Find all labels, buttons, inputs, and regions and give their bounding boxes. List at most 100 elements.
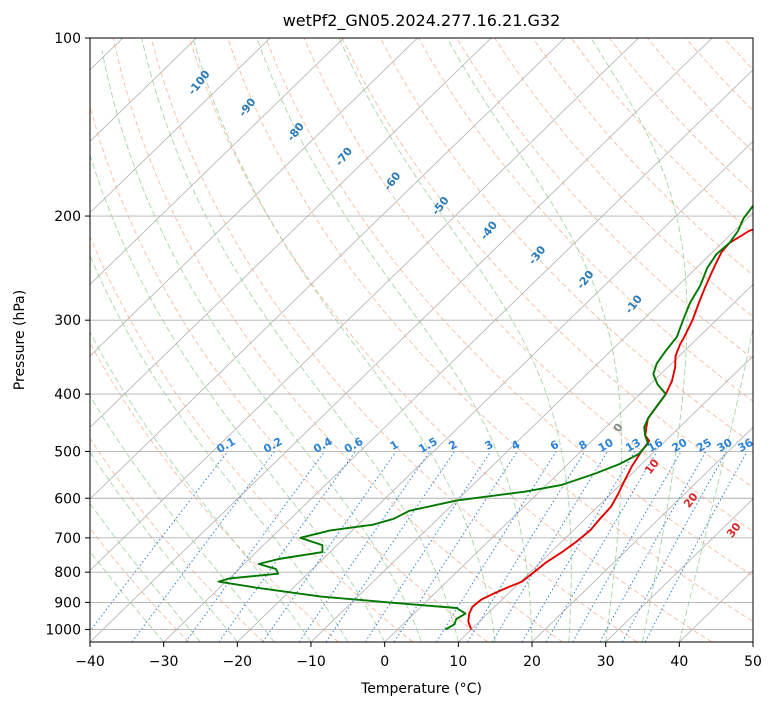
- mixing-ratio-label: 0.4: [311, 435, 335, 456]
- isotherms: [90, 38, 753, 642]
- moist-adiabat-line: [90, 550, 165, 642]
- mixing-ratio-line: [393, 451, 518, 642]
- moist-adiabat-line: [192, 38, 496, 642]
- mixing-ratio-line: [364, 451, 492, 642]
- x-tick-label: 50: [744, 654, 762, 670]
- dry-adiabat-label: 40: [770, 547, 775, 567]
- y-axis-label: Pressure (hPa): [12, 290, 28, 390]
- moist-adiabat-line: [90, 153, 386, 642]
- x-axis: −40 −30 −20 −10 0 10 20 30 40 50: [75, 642, 762, 670]
- y-tick-label: 900: [54, 595, 81, 611]
- pressure-gridlines: [90, 38, 753, 630]
- mixing-ratio-label: 3: [483, 438, 496, 453]
- dry-adiabat-line: [570, 38, 753, 235]
- dry-adiabat-line: [90, 341, 339, 642]
- moist-adiabat-line: [90, 502, 201, 642]
- isotherm-line: [90, 38, 418, 357]
- mixing-ratio-line: [491, 451, 609, 642]
- mixing-ratio-label: 10: [596, 436, 616, 455]
- mixing-ratio-line: [545, 451, 658, 642]
- mixing-ratio-label: 4: [509, 438, 522, 453]
- isotherm-line: [237, 140, 753, 642]
- dry-adiabat-line: [418, 38, 753, 402]
- isotherm-line: [679, 569, 753, 642]
- plot-area: 0.1 0.2 0.4 0.6 1 1.5 2 3 4 6 8 10 13 16 20 25 30 36-100-…: [90, 38, 775, 642]
- mixing-ratio-lines: [90, 451, 748, 642]
- x-tick-label: −40: [75, 654, 105, 670]
- dry-adiabat-label: 0: [611, 421, 626, 435]
- moist-adiabat-line: [256, 38, 533, 642]
- dry-adiabat-line: [646, 38, 753, 153]
- x-tick-label: −20: [223, 654, 253, 670]
- dry-adiabat-label: -100: [186, 68, 213, 98]
- moist-adiabat-line: [90, 451, 238, 642]
- mixing-ratio-label: 2: [446, 438, 459, 453]
- mixing-ratio-line: [185, 451, 326, 642]
- mixing-ratio-label: 36: [736, 436, 756, 455]
- dry-adiabat-label: -80: [284, 120, 307, 144]
- mixing-ratio-line: [218, 451, 356, 642]
- moist-adiabat-line: [90, 394, 275, 642]
- y-tick-label: 100: [54, 31, 81, 47]
- mixing-ratio-label: 0.1: [214, 435, 237, 456]
- isotherm-line: [90, 38, 271, 214]
- chart-title: wetPf2_GN05.2024.277.16.21.G32: [283, 11, 561, 31]
- isotherm-line: [90, 38, 492, 428]
- mixing-ratio-line: [298, 451, 431, 642]
- dry-adiabat-label: -40: [478, 218, 501, 242]
- moist-adiabat-line: [446, 38, 622, 642]
- y-tick-label: 1000: [45, 622, 81, 638]
- isotherm-line: [752, 641, 753, 642]
- isotherm-line: [384, 283, 753, 642]
- y-tick-label: 200: [54, 209, 81, 225]
- dry-adiabat-label: -10: [622, 292, 645, 316]
- dry-adiabat-line: [723, 38, 753, 71]
- isotherm-line: [90, 38, 639, 572]
- dry-adiabats: [90, 38, 775, 642]
- dry-adiabat-line: [303, 38, 753, 532]
- mixing-ratio-line: [621, 451, 727, 642]
- isotherm-line: [163, 69, 753, 642]
- mixing-ratio-label: 1.5: [416, 435, 439, 456]
- dry-adiabat-label: -70: [333, 144, 356, 168]
- mixing-ratio-line: [644, 451, 748, 642]
- y-tick-label: 500: [54, 444, 81, 460]
- dewpoint-line: [217, 203, 753, 631]
- isotherm-line: [90, 38, 566, 500]
- temperature-line: [467, 228, 753, 630]
- dry-adiabat-label: 10: [642, 456, 662, 476]
- isotherm-line: [90, 38, 713, 642]
- y-tick-label: 700: [54, 531, 81, 547]
- dry-adiabat-line: [762, 38, 775, 642]
- x-tick-label: 20: [523, 654, 541, 670]
- isotherm-line: [90, 38, 197, 142]
- moist-adiabat-line: [101, 50, 422, 642]
- mixing-ratio-line: [325, 451, 456, 642]
- dry-adiabat-line: [265, 38, 753, 577]
- x-tick-label: 40: [670, 654, 688, 670]
- isotherm-line: [605, 498, 753, 642]
- dry-adiabat-label: -50: [429, 194, 452, 218]
- dry-adiabat-line: [90, 104, 488, 642]
- y-tick-label: 400: [54, 387, 81, 403]
- x-tick-label: 0: [380, 654, 389, 670]
- x-tick-label: −30: [149, 654, 179, 670]
- mixing-ratio-line: [262, 451, 397, 642]
- dry-adiabat-line: [341, 38, 753, 488]
- y-axis: 100 200 300 400 500 600 700 800 900 1000: [45, 31, 90, 638]
- dry-adiabat-label: -20: [574, 268, 597, 292]
- moist-adiabat-line: [590, 38, 688, 642]
- mixing-ratio-line: [131, 451, 276, 642]
- isotherm-line: [310, 212, 753, 642]
- dry-adiabat-label: -60: [381, 169, 404, 193]
- moist-adiabat-line: [338, 38, 572, 642]
- dry-adiabat-line: [90, 527, 190, 642]
- mixing-ratio-label: 25: [694, 436, 714, 455]
- x-tick-label: −10: [296, 654, 326, 670]
- isotherm-line: [458, 355, 753, 642]
- y-tick-label: 300: [54, 313, 81, 329]
- isotherm-line: [90, 38, 345, 285]
- y-tick-label: 800: [54, 565, 81, 581]
- moist-adiabat-line: [90, 254, 349, 642]
